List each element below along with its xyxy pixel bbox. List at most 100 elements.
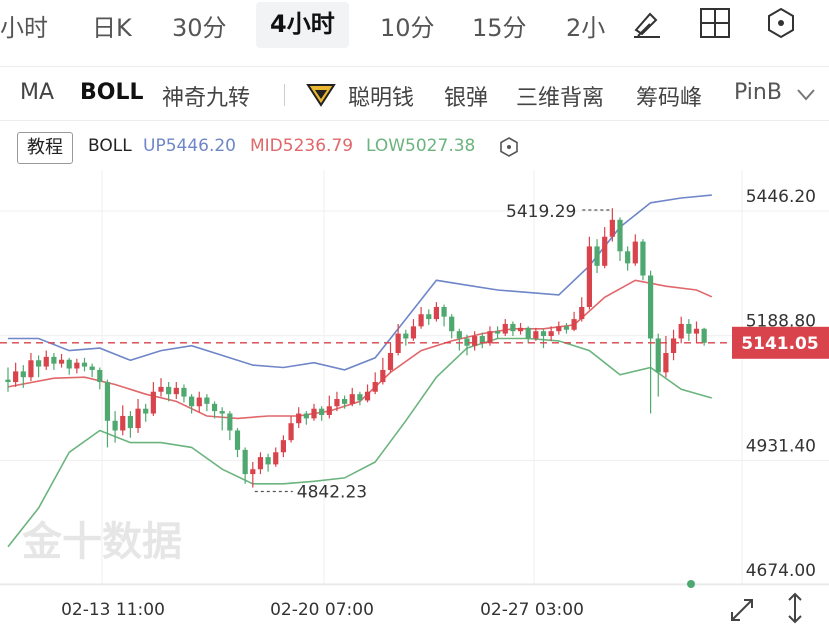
tab-4hour[interactable]: 4小时: [256, 2, 349, 48]
candle: [326, 395, 332, 419]
candle-body: [533, 331, 539, 339]
candle: [655, 333, 661, 397]
candle-body: [219, 411, 225, 414]
legend-settings-icon[interactable]: [498, 136, 520, 158]
candle: [433, 302, 439, 322]
candle: [479, 332, 485, 349]
candle: [28, 352, 34, 382]
watermark: 金十数据: [21, 519, 182, 565]
candle: [97, 367, 103, 390]
y-tick-label: 4674.00: [746, 561, 816, 581]
tab-10min[interactable]: 10分: [380, 14, 435, 42]
candle-body: [265, 457, 271, 465]
period-tabs: 小时 日K 30分 4小时 10分 15分 2小: [0, 0, 829, 52]
candle-body: [380, 369, 386, 383]
divider: [0, 66, 829, 67]
candle-body: [13, 371, 19, 383]
candle-body: [303, 413, 309, 419]
candle: [250, 461, 256, 488]
candle: [586, 236, 592, 310]
status-dot: [687, 580, 695, 588]
candle: [525, 326, 531, 344]
candle: [693, 321, 700, 344]
candle: [571, 311, 577, 332]
y-tick-label: 5188.80: [746, 312, 816, 332]
candle-body: [648, 275, 654, 339]
candle-body: [571, 319, 577, 330]
indicator-ma[interactable]: MA: [20, 80, 55, 105]
draw-pen-icon[interactable]: [630, 6, 664, 40]
candle: [548, 326, 554, 341]
candle: [594, 239, 600, 274]
candle-body: [97, 369, 103, 383]
vertical-scale-icon[interactable]: [788, 592, 802, 624]
candle: [135, 399, 141, 433]
settings-hex-icon[interactable]: [764, 6, 798, 40]
candle: [349, 387, 355, 407]
expand-icon[interactable]: [731, 599, 753, 621]
indicator-separator: [284, 84, 285, 106]
candle-body: [663, 352, 669, 373]
candles: [5, 208, 707, 488]
boll-up-line: [8, 194, 712, 371]
candle: [495, 326, 501, 339]
candle-body: [670, 338, 677, 353]
candle: [81, 357, 88, 372]
candle-body: [242, 449, 248, 475]
boll-legend: 教程 BOLL UP5446.20 MID5236.79 LOW5027.38: [0, 130, 560, 164]
candle-body: [632, 241, 638, 264]
current-price-label: 5141.05: [741, 334, 818, 354]
tab-30min[interactable]: 30分: [172, 14, 227, 42]
indicator-pinbar[interactable]: PinB: [734, 80, 782, 105]
tab-hour[interactable]: 小时: [0, 14, 48, 42]
candle: [625, 246, 631, 271]
indicator-magic-nine[interactable]: 神奇九转: [162, 86, 251, 111]
candle-body: [311, 408, 317, 419]
indicator-silver-bullet[interactable]: 银弹: [444, 86, 489, 111]
candle: [173, 382, 179, 399]
tab-2hour[interactable]: 2小: [566, 14, 606, 42]
boll-low-line: [7, 337, 713, 548]
x-axis-ticks: 02-13 11:00 02-20 07:00 02-27 03:00: [61, 600, 584, 620]
candle-body: [433, 306, 439, 320]
grid-layout-icon[interactable]: [698, 6, 732, 40]
candle-body: [456, 331, 462, 339]
candle: [686, 319, 692, 341]
candle-body: [334, 399, 340, 407]
candle: [112, 411, 118, 443]
candle: [334, 391, 340, 412]
candle-body: [563, 326, 570, 330]
candle-body: [602, 236, 608, 266]
candle: [517, 322, 524, 335]
indicator-chip-peak[interactable]: 筹码峰: [636, 86, 703, 111]
tutorial-button[interactable]: 教程: [17, 132, 73, 164]
legend-up: UP5446.20: [143, 136, 236, 156]
candle-body: [387, 352, 394, 370]
candle-body: [89, 366, 95, 370]
candlestick-chart[interactable]: 金十数据 5446.20 5188.80 4931.40 4674.00 02-13 …: [0, 170, 829, 628]
candle: [303, 411, 309, 425]
tab-15min[interactable]: 15分: [472, 14, 527, 42]
indicator-tabs: MA BOLL 神奇九转 聪明钱 银弹 三维背离 筹码峰 PinB: [0, 72, 829, 116]
candle-body: [495, 331, 501, 334]
candle-body: [617, 219, 623, 252]
candle: [89, 363, 95, 378]
candle: [410, 319, 417, 341]
candle-body: [51, 356, 57, 364]
candle-body: [5, 379, 11, 383]
candle-body: [449, 316, 455, 332]
candle: [418, 306, 424, 329]
candle: [648, 270, 654, 414]
candle: [556, 321, 562, 335]
candle: [678, 316, 684, 344]
candle: [364, 384, 371, 403]
indicator-3d-divergence[interactable]: 三维背离: [516, 86, 605, 111]
indicator-boll[interactable]: BOLL: [80, 80, 144, 105]
candle-body: [342, 399, 348, 404]
candle-body: [143, 408, 149, 414]
chevron-down-icon[interactable]: [796, 88, 816, 102]
candle: [189, 394, 195, 414]
indicator-smart-money[interactable]: 聪明钱: [348, 86, 415, 111]
candle-body: [158, 386, 164, 392]
tab-day-k[interactable]: 日K: [92, 14, 132, 42]
